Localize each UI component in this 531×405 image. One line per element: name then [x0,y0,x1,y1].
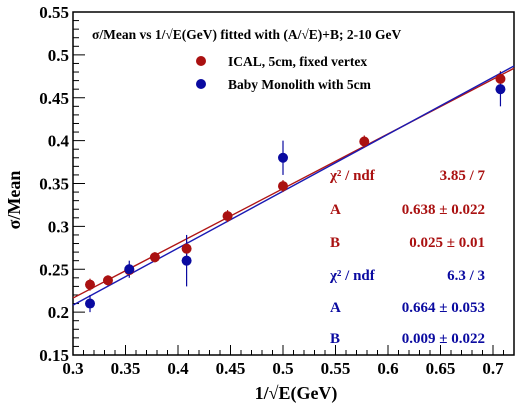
x-axis-title: 1/√E(GeV) [255,383,338,404]
data-points [85,71,506,313]
y-tick-label: 0.35 [39,175,69,194]
fit-stats-ical: χ² / ndf 3.85 / 7 A 0.638 ± 0.022 B 0.02… [329,168,485,251]
data-point-monolith [495,84,506,95]
data-point-ical [359,136,370,147]
fit-monolith-chi2-label: χ² / ndf [329,268,376,284]
x-tick-label: 0.4 [167,359,189,378]
data-point-ical [85,279,96,290]
y-axis-title: σ/Mean [4,171,24,230]
fit-lines [72,65,515,306]
y-tick-label: 0.3 [48,217,69,236]
plot-title: σ/Mean vs 1/√E(GeV) fitted with (A/√E)+B… [92,27,401,42]
x-tick-label: 0.65 [426,359,456,378]
x-tick-label: 0.55 [321,359,351,378]
data-point-monolith [85,298,96,309]
fit-ical-chi2-label: χ² / ndf [329,168,376,184]
fit-monolith-b-label: B [330,331,340,347]
fit-ical-chi2-value: 3.85 / 7 [440,168,486,184]
fit-ical-a-label: A [330,202,341,218]
legend-label-monolith: Baby Monolith with 5cm [228,77,372,92]
x-tick-label: 0.7 [482,359,504,378]
x-tick-label: 0.35 [111,359,141,378]
data-point-ical [278,181,288,192]
y-tick-label: 0.2 [48,303,69,322]
data-point-ical [181,243,192,254]
y-tick-label: 0.25 [39,260,69,279]
fit-ical-b-value: 0.025 ± 0.01 [409,235,485,251]
x-tick-label: 0.6 [377,359,398,378]
data-point-monolith [181,255,192,266]
data-point-ical [102,275,113,286]
legend-marker-ical [196,56,206,66]
data-point-ical [149,252,160,263]
y-tick-label: 0.15 [39,346,69,365]
data-point-ical [495,73,506,84]
fit-ical-a-value: 0.638 ± 0.022 [402,202,485,218]
fit-monolith-a-label: A [330,300,341,316]
fit-ical-b-label: B [330,235,340,251]
legend-marker-monolith [196,79,206,89]
y-tick-label: 0.45 [39,89,69,108]
fit-line-monolith [72,65,515,306]
data-point-monolith [124,264,135,275]
fit-monolith-b-value: 0.009 ± 0.022 [402,331,485,347]
data-point-monolith [278,152,288,163]
x-tick-label: 0.45 [216,359,246,378]
y-tick-label: 0.4 [48,132,70,151]
legend-label-ical: ICAL, 5cm, fixed vertex [228,54,367,69]
y-tick-label: 0.5 [48,46,69,65]
legend: ICAL, 5cm, fixed vertex Baby Monolith wi… [196,54,372,92]
fit-monolith-a-value: 0.664 ± 0.053 [402,300,485,316]
y-tick-label: 0.55 [39,3,69,22]
fit-stats-monolith: χ² / ndf 6.3 / 3 A 0.664 ± 0.053 B 0.009… [329,268,485,347]
x-tick-label: 0.3 [62,359,83,378]
fit-monolith-chi2-value: 6.3 / 3 [447,268,485,284]
axis-ticks: 0.3 0.35 0.4 0.45 0.5 0.55 0.6 0.65 0.7 0.15 0.2 0.… [39,3,515,378]
data-point-ical [222,211,233,222]
x-tick-label: 0.5 [272,359,293,378]
